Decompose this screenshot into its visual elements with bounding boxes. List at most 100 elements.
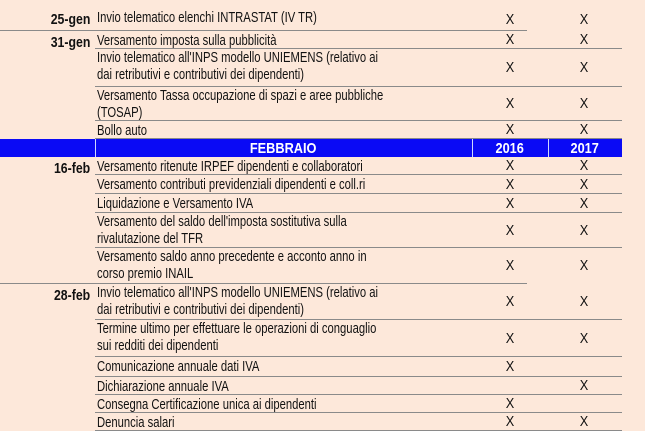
mark-2016: X	[505, 195, 515, 212]
row-divider	[95, 356, 622, 357]
table-row: 25-gen Invio telematico elenchi INTRASTAT…	[0, 8, 645, 31]
task-description: Denuncia salari	[97, 414, 175, 431]
mark-2016: X	[505, 358, 515, 375]
table-row: Consegna Certificazione unica ai dipende…	[0, 395, 645, 413]
mark-2016: X	[505, 11, 515, 28]
table-row: Versamento del saldo dell'imposta sostit…	[0, 213, 645, 248]
task-description: Versamento contributi previdenziali dipe…	[97, 176, 365, 193]
row-divider	[0, 30, 527, 31]
table-row: Bollo auto X X	[0, 121, 645, 139]
row-divider	[95, 48, 622, 49]
description-line: Versamento contributi previdenziali dipe…	[97, 176, 366, 193]
mark-2016: X	[505, 257, 515, 274]
task-description: Invio telematico elenchi INTRASTAT (IV T…	[97, 9, 317, 26]
deadline-date: 25-gen	[50, 11, 90, 28]
header-year-2017-label: 2017	[570, 139, 600, 157]
mark-2017: X	[579, 31, 589, 48]
mark-2017: X	[579, 59, 589, 76]
mark-2017: X	[579, 157, 589, 174]
mark-2017: X	[579, 121, 589, 138]
task-description: Versamento del saldo dell'imposta sostit…	[97, 213, 347, 247]
task-description: Versamento Tassa occupazione di spazi e …	[97, 87, 383, 121]
row-divider	[95, 394, 622, 395]
row-divider	[95, 412, 622, 413]
description-line: Termine ultimo per effettuare le operazi…	[97, 320, 377, 337]
task-description: Termine ultimo per effettuare le operazi…	[97, 320, 376, 354]
row-divider	[95, 193, 622, 194]
table-row: Termine ultimo per effettuare le operazi…	[0, 320, 645, 357]
table-row: Denuncia salari X X	[0, 413, 645, 431]
mark-2017: X	[579, 222, 589, 239]
mark-2016: X	[505, 176, 515, 193]
table-row: Versamento Tassa occupazione di spazi e …	[0, 87, 645, 121]
header-month-label: FEBBRAIO	[250, 139, 317, 157]
header-month: FEBBRAIO	[95, 139, 472, 157]
task-description: Bollo auto	[97, 122, 147, 139]
table-row: Invio telematico all'INPS modello UNIEME…	[0, 49, 645, 87]
task-description: Invio telematico all'INPS modello UNIEME…	[97, 284, 378, 318]
mark-2016: X	[505, 31, 515, 48]
table-row: Versamento contributi previdenziali dipe…	[0, 175, 645, 194]
mark-2017: X	[579, 413, 589, 430]
description-line: dai retributivi e contributivi dei dipen…	[97, 301, 304, 318]
row-divider	[95, 376, 622, 377]
description-line: rivalutazione del TFR	[97, 230, 204, 247]
column-divider	[472, 139, 473, 157]
description-line: Versamento Tassa occupazione di spazi e …	[97, 87, 384, 104]
task-description: Invio telematico all'INPS modello UNIEME…	[97, 49, 378, 83]
deadline-date: 16-feb	[53, 160, 90, 177]
mark-2016: X	[505, 95, 515, 112]
task-description: Consegna Certificazione unica ai dipende…	[97, 396, 317, 413]
mark-2017: X	[579, 95, 589, 112]
mark-2016: X	[505, 59, 515, 76]
table-row: Liquidazione e Versamento IVA X X	[0, 194, 645, 213]
row-divider	[95, 86, 622, 87]
table-row: Versamento saldo anno precedente e accon…	[0, 248, 645, 284]
row-divider	[95, 319, 622, 320]
description-line: Denuncia salari	[97, 414, 175, 431]
header-year-2017: 2017	[548, 139, 622, 157]
mark-2016: X	[505, 222, 515, 239]
task-description: Liquidazione e Versamento IVA	[97, 195, 253, 212]
row-divider	[95, 247, 622, 248]
description-line: Versamento imposta sulla pubblicità	[97, 32, 277, 49]
description-line: corso premio INAIL	[97, 265, 194, 282]
mark-2016: X	[505, 330, 515, 347]
table-row: 28-feb Invio telematico all'INPS modello …	[0, 284, 645, 320]
month-header: FEBBRAIO 2016 2017	[0, 139, 622, 157]
task-description: Versamento ritenute IRPEF dipendenti e c…	[97, 158, 363, 175]
description-line: Invio telematico all'INPS modello UNIEME…	[97, 284, 379, 301]
deadline-date: 28-feb	[53, 287, 90, 304]
mark-2016: X	[505, 121, 515, 138]
description-line: Versamento ritenute IRPEF dipendenti e c…	[97, 158, 363, 175]
description-line: (TOSAP)	[97, 104, 143, 121]
mark-2017: X	[579, 257, 589, 274]
table-row: Comunicazione annuale dati IVA X	[0, 357, 645, 377]
row-divider	[95, 174, 622, 175]
description-line: Dichiarazione annuale IVA	[97, 378, 229, 395]
row-divider	[0, 283, 527, 284]
header-year-2016-label: 2016	[495, 139, 525, 157]
task-description: Dichiarazione annuale IVA	[97, 378, 229, 395]
task-description: Versamento saldo anno precedente e accon…	[97, 248, 367, 282]
mark-2016: X	[505, 157, 515, 174]
task-description: Versamento imposta sulla pubblicità	[97, 32, 276, 49]
row-divider	[95, 212, 622, 213]
mark-2016: X	[505, 293, 515, 310]
mark-2017: X	[579, 195, 589, 212]
table-row: Dichiarazione annuale IVA X	[0, 377, 645, 395]
description-line: Invio telematico elenchi INTRASTAT (IV T…	[97, 9, 317, 26]
row-divider	[95, 120, 622, 121]
column-divider	[548, 139, 549, 157]
description-line: Invio telematico all'INPS modello UNIEME…	[97, 49, 379, 66]
mark-2016: X	[505, 395, 515, 412]
mark-2017: X	[579, 11, 589, 28]
mark-2017: X	[579, 330, 589, 347]
deadline-date: 31-gen	[50, 34, 90, 51]
mark-2016: X	[505, 413, 515, 430]
table-row: 16-feb Versamento ritenute IRPEF dipenden…	[0, 157, 645, 177]
table-row: 31-gen Versamento imposta sulla pubblicit…	[0, 31, 645, 51]
mark-2017: X	[579, 176, 589, 193]
description-line: Consegna Certificazione unica ai dipende…	[97, 396, 317, 413]
description-line: Bollo auto	[97, 122, 148, 139]
